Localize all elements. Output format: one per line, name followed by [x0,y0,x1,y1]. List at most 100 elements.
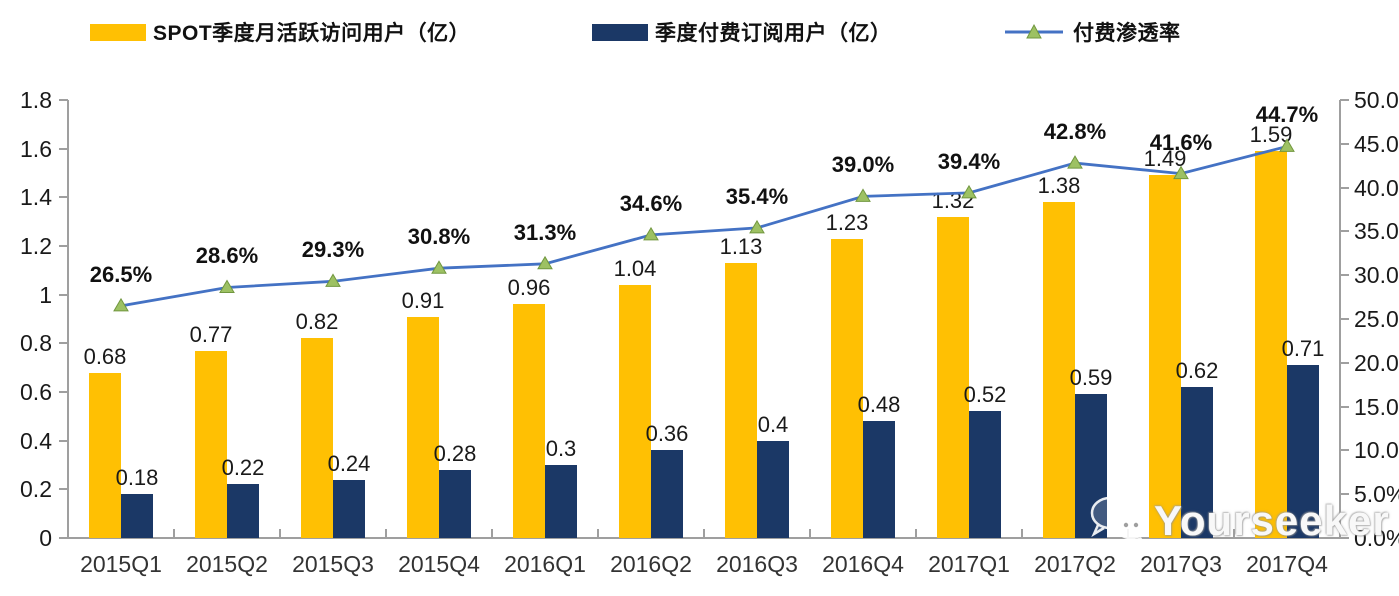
y-tick-label-left: 1.2 [20,233,52,259]
pct-label-2017Q1: 39.4% [937,148,1001,174]
y-tick-label-left: 0.2 [20,476,52,503]
bar-label-subs: 0.71 [1281,336,1325,362]
pct-label-2017Q3: 41.6% [1149,129,1213,155]
y-tick-label-left: 0.8 [20,330,52,357]
y-tick-label-right: 30.0% [1354,262,1399,289]
legend-line-icon [1005,23,1063,39]
bar-subs-2015Q1 [121,494,153,538]
y-tick-label-right: 40.0% [1354,174,1399,201]
y-axis-left-tick [59,147,68,150]
x-tick-label: 2017Q2 [1034,551,1116,577]
y-tick-label-right: 45.0% [1354,130,1399,157]
y-tick-label-right: 0.0% [1354,525,1399,551]
y-axis-right-tick [1340,142,1349,145]
bar-label-subs: 0.18 [115,465,159,491]
pct-label-2015Q2: 28.6% [195,243,259,269]
y-axis-left-tick [59,488,68,491]
x-axis-tick [1339,529,1341,538]
bar-label-mau: 1.13 [719,234,763,260]
bar-label-mau: 1.04 [613,255,657,281]
legend-item-penetration: 付费渗透率 [1005,18,1181,46]
pct-label-2016Q3: 35.4% [725,183,789,209]
y-tick-label-right: 35.0% [1354,218,1399,245]
y-axis-left-tick [59,342,68,345]
bar-subs-2015Q2 [227,484,259,538]
bar-mau-2017Q2 [1043,202,1075,538]
pct-label-2015Q3: 29.3% [301,237,365,263]
line-marker [961,184,977,199]
bar-subs-2017Q1 [969,411,1001,538]
y-tick-label-left: 0.4 [20,427,52,454]
y-axis-right-tick [1340,318,1349,320]
bar-label-subs: 0.36 [645,421,689,447]
x-axis-tick [173,529,175,538]
y-axis-right-tick [1340,537,1349,539]
x-tick-label: 2016Q1 [504,551,586,577]
bar-label-mau: 0.91 [401,287,445,313]
x-axis-tick [67,529,69,538]
line-marker [643,226,659,241]
y-axis-left-tick [59,196,68,199]
bar-label-subs: 0.3 [545,436,577,461]
bar-mau-2016Q3 [725,263,757,538]
x-axis-tick [597,529,599,538]
line-marker-swatch [1005,22,1063,42]
y-axis-right-tick [1340,274,1349,277]
x-tick-label: 2017Q3 [1140,551,1222,577]
bar-subs-2015Q3 [333,479,365,538]
bar-label-subs: 0.24 [327,450,371,476]
bar-subs-2016Q3 [757,440,789,538]
bar-subs-2015Q4 [439,469,471,538]
x-axis-tick [1233,529,1235,538]
bar-label-mau: 1.23 [825,209,869,235]
y-tick-label-left: 0 [39,525,52,551]
x-axis [67,537,1341,539]
pct-label-2017Q2: 42.8% [1043,119,1107,145]
y-axis-left-tick [59,391,68,393]
pct-label-2016Q2: 34.6% [619,190,683,216]
line-marker [431,260,447,274]
pct-label-2015Q4: 30.8% [407,224,471,250]
bar-mau-2016Q4 [831,238,863,538]
legend-label-mau: SPOT季度月活跃访问用户（亿） [153,22,471,45]
y-axis-left [67,100,69,538]
bar-mau-2017Q1 [937,216,969,538]
y-axis-right-tick [1340,493,1349,496]
x-axis-tick [1021,529,1023,538]
bar-label-subs: 0.59 [1069,365,1113,391]
bar-label-subs: 0.62 [1175,358,1219,384]
y-tick-label-left: 1.8 [20,87,52,113]
x-tick-label: 2016Q4 [822,551,904,577]
line-marker [749,219,765,234]
y-axis-right-tick [1340,99,1349,101]
y-tick-label-right: 25.0% [1354,306,1399,332]
bar-label-mau: 0.77 [189,321,233,347]
bar-label-mau: 1.49 [1143,146,1187,172]
pct-label-2016Q1: 31.3% [513,219,577,245]
navy-bar-swatch [592,23,648,41]
x-axis-tick [279,529,281,538]
bar-mau-2017Q3 [1149,175,1181,538]
y-tick-label-right: 50.0% [1354,87,1399,113]
line-path [120,145,1288,308]
x-tick-label: 2015Q4 [398,551,480,577]
y-axis-right-tick [1340,405,1349,408]
bar-label-mau: 0.68 [83,343,127,369]
y-axis-right-tick [1340,230,1349,233]
y-tick-label-right: 5.0% [1354,481,1399,508]
legend-item-subs: 季度付费订阅用户（亿） [592,18,892,46]
bar-label-subs: 0.22 [221,455,265,481]
y-tick-label-right: 15.0% [1354,393,1399,420]
x-axis-tick [915,529,917,538]
bar-subs-2016Q1 [545,465,577,538]
x-axis-tick [491,529,493,538]
bar-label-mau: 0.96 [507,275,551,301]
y-axis-left-tick [59,99,68,101]
y-axis-left-tick [59,293,68,296]
y-axis-right-tick [1340,186,1349,189]
x-tick-label: 2015Q1 [80,551,162,577]
bar-mau-2016Q2 [619,284,651,538]
bar-mau-2015Q1 [89,372,121,538]
